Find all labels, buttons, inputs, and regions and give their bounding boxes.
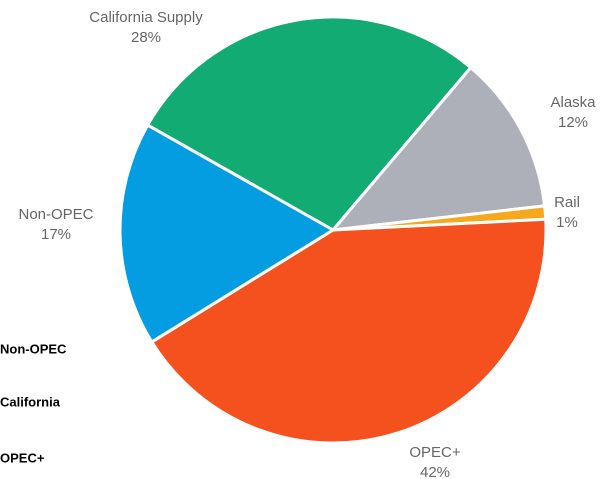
slice-value-label: 12%	[558, 114, 588, 131]
slice-value-label: 17%	[41, 226, 71, 243]
slice-label: Rail	[554, 194, 580, 211]
slice-value-label: 42%	[420, 464, 450, 479]
legend-label: OPEC+	[0, 450, 45, 465]
pie-slice	[118, 123, 336, 344]
pie-slice	[145, 15, 473, 232]
pie-slice	[149, 217, 548, 445]
pie-slice	[329, 65, 547, 232]
slice-label: Alaska	[550, 94, 596, 111]
slice-value-label: 28%	[131, 29, 161, 46]
slice-label: Non-OPEC	[18, 206, 93, 223]
legend-label: Non-OPEC	[0, 341, 67, 356]
slice-label: California Supply	[89, 9, 203, 26]
legend-label: California	[0, 394, 61, 409]
slice-value-label: 1%	[556, 214, 578, 231]
slice-label: OPEC+	[409, 444, 461, 461]
